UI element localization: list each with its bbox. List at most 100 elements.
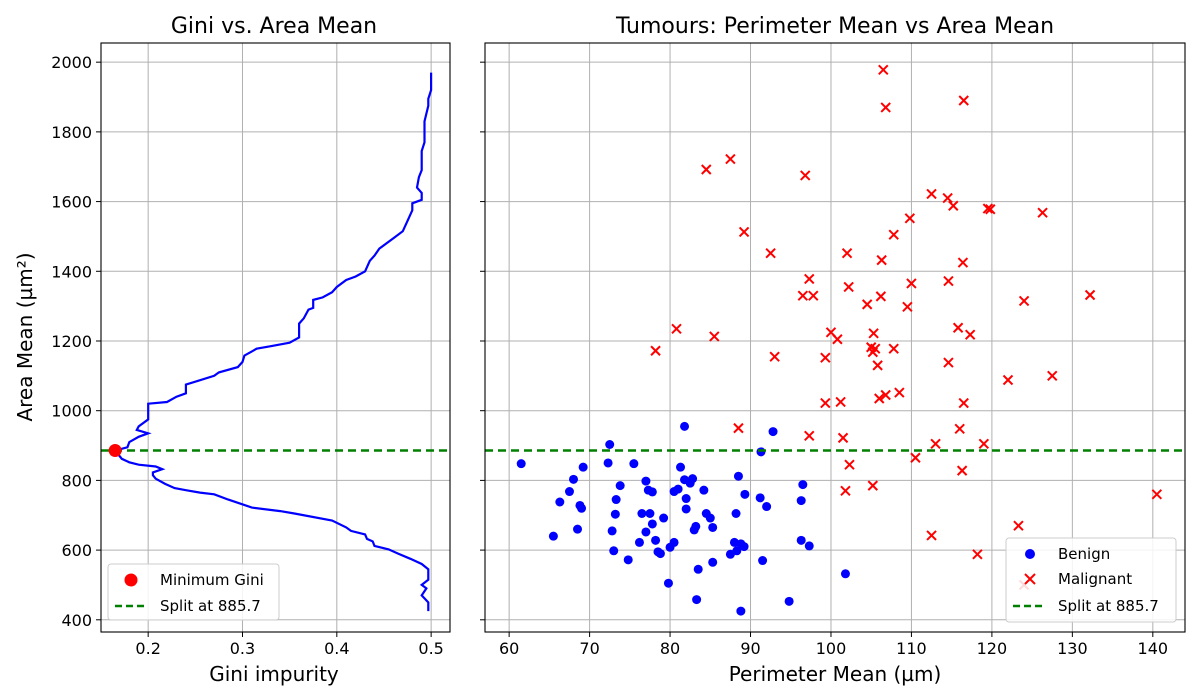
benign-point (699, 485, 709, 495)
scatter-legend-malignant-label: Malignant (1058, 570, 1132, 588)
benign-point (692, 595, 702, 605)
malignant-point (843, 281, 854, 293)
benign-point (573, 524, 583, 534)
x-tick-label: 130 (1057, 639, 1088, 658)
benign-point (605, 439, 615, 449)
scatter-x-axis-label: Perimeter Mean (µm) (729, 662, 942, 686)
malignant-point (1084, 289, 1096, 301)
gini-curve-line (113, 72, 433, 612)
x-tick-label: 0.2 (135, 639, 160, 658)
malignant-point (958, 397, 969, 409)
benign-point (629, 459, 639, 469)
benign-point (758, 556, 768, 566)
malignant-point (957, 257, 969, 268)
malignant-point (765, 247, 776, 259)
scatter-gridlines (485, 43, 1185, 632)
malignant-point (832, 334, 843, 345)
scatter-panel: Tumours: Perimeter Mean vs Area Mean 60 7… (480, 14, 1186, 686)
malignant-point (841, 247, 853, 259)
malignant-point (906, 278, 917, 289)
malignant-point (910, 452, 921, 463)
benign-point (610, 509, 620, 519)
benign-point (647, 487, 657, 497)
gini-legend-split-label: Split at 885.7 (160, 597, 261, 615)
malignant-point (956, 465, 968, 476)
y-tick-label: 2000 (51, 53, 92, 72)
benign-point (548, 531, 558, 541)
benign-point (840, 569, 850, 579)
malignant-point (808, 290, 819, 301)
malignant-point (837, 432, 849, 444)
malignant-point (902, 301, 913, 313)
y-tick-label: 1200 (51, 332, 92, 351)
scatter-legend-malignant-marker (1024, 573, 1036, 585)
malignant-point (1018, 295, 1030, 307)
benign-point (688, 474, 698, 484)
malignant-point (701, 164, 712, 175)
malignant-point (797, 290, 809, 301)
gini-chart-title: Gini vs. Area Mean (171, 14, 377, 39)
benign-point (736, 606, 746, 616)
malignant-point (820, 397, 831, 409)
malignant-point (926, 530, 937, 541)
malignant-point (926, 188, 937, 200)
malignant-point (880, 389, 891, 401)
benign-point (634, 537, 644, 547)
scatter-legend-benign-label: Benign (1058, 545, 1110, 563)
malignant-point (872, 360, 883, 371)
malignant-point (1037, 207, 1048, 218)
x-tick-label: 80 (660, 639, 680, 658)
scatter-legend-benign-marker (1025, 549, 1035, 559)
benign-point (623, 555, 633, 565)
x-tick-label: 90 (740, 639, 760, 658)
benign-point (755, 493, 765, 503)
x-tick-label: 100 (816, 639, 847, 658)
scatter-legend-box (1005, 537, 1177, 623)
x-tick-label: 60 (499, 639, 519, 658)
malignant-point (875, 291, 887, 302)
malignant-point (888, 229, 899, 240)
y-tick-label: 800 (61, 471, 92, 490)
malignant-point (769, 351, 780, 362)
benign-point (804, 541, 814, 551)
y-tick-label: 1600 (51, 193, 92, 212)
malignant-point (964, 329, 976, 340)
x-tick-label: 110 (896, 639, 927, 658)
benign-point (681, 504, 691, 514)
gini-ticks: 0.2 0.3 0.4 0.5 400 600 800 1000 1200 1400 1600 180… (51, 53, 444, 658)
malignant-point (894, 387, 905, 398)
x-tick-label: 140 (1138, 639, 1169, 658)
scatter-legend-split-label: Split at 885.7 (1058, 597, 1159, 615)
gini-gridlines (101, 43, 450, 632)
gini-legend: Minimum Gini Split at 885.7 (107, 563, 280, 621)
benign-point (641, 527, 651, 537)
benign-point (784, 596, 794, 606)
benign-point (669, 537, 679, 547)
benign-point (676, 462, 686, 472)
malignant-point (948, 200, 959, 211)
benign-point (762, 502, 772, 512)
benign-point (681, 494, 691, 504)
benign-point (645, 509, 655, 519)
gini-plot-frame (100, 42, 451, 633)
x-tick-label: 120 (977, 639, 1008, 658)
benign-point (731, 509, 741, 519)
malignant-point (952, 322, 964, 333)
benign-point (516, 459, 526, 469)
malignant-point (958, 95, 969, 106)
malignant-point (943, 357, 954, 368)
benign-point (641, 476, 651, 486)
scatter-ticks: 60 70 80 90 100 110 120 130 140 (480, 61, 1169, 658)
benign-point (615, 481, 625, 491)
x-tick-label: 70 (579, 639, 599, 658)
malignant-point (725, 153, 736, 165)
benign-point (680, 421, 690, 431)
benign-point (796, 496, 806, 506)
malignant-point (650, 345, 661, 356)
malignant-point (972, 549, 983, 560)
benign-point (611, 495, 621, 505)
benign-point (768, 427, 778, 437)
benign-point (607, 526, 617, 536)
benign-point (569, 474, 579, 484)
